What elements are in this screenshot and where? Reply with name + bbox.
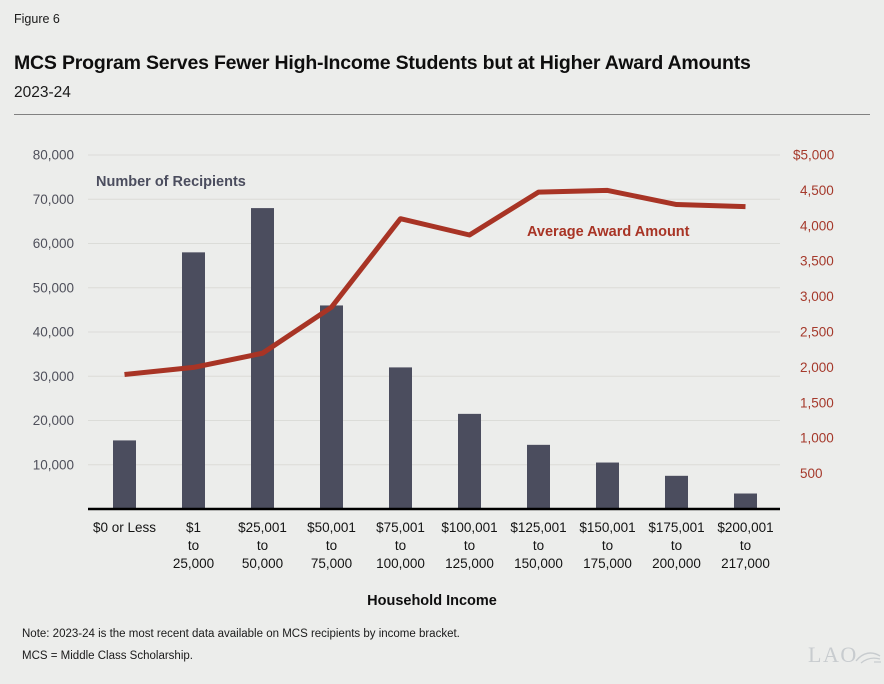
left-axis-tick: 10,000 (33, 457, 74, 472)
left-axis-tick: 40,000 (33, 325, 74, 340)
x-category-label: 75,000 (311, 556, 352, 571)
x-category-label: to (395, 538, 406, 553)
left-axis-tick: 70,000 (33, 192, 74, 207)
x-category-label: to (602, 538, 613, 553)
x-category-label: $150,001 (579, 520, 635, 535)
x-category-label: $25,001 (238, 520, 287, 535)
x-category-label: to (326, 538, 337, 553)
left-axis-tick: 60,000 (33, 236, 74, 251)
right-axis-tick: $5,000 (793, 148, 834, 163)
right-axis-tick: 3,000 (800, 289, 834, 304)
bar-7 (527, 444, 550, 509)
right-axis-tick: 2,000 (800, 360, 834, 375)
bar-4 (320, 305, 343, 509)
x-category-label: 50,000 (242, 556, 283, 571)
x-category-label: to (740, 538, 751, 553)
x-category-label: 100,000 (376, 556, 425, 571)
lao-logo-text: LAO (808, 642, 858, 667)
right-axis-tick: 1,500 (800, 395, 834, 410)
header-divider (14, 114, 870, 115)
x-category-label: 175,000 (583, 556, 632, 571)
x-category-label: to (188, 538, 199, 553)
x-category-label: 200,000 (652, 556, 701, 571)
right-axis-tick: 2,500 (800, 325, 834, 340)
lao-logo: LAO (808, 642, 882, 668)
x-category-label: to (257, 538, 268, 553)
x-category-label: $50,001 (307, 520, 356, 535)
lao-logo-flourish (855, 652, 881, 664)
right-axis-tick: 4,500 (800, 183, 834, 198)
bar-5 (389, 367, 412, 509)
x-category-label: 150,000 (514, 556, 563, 571)
x-category-label: $1 (186, 520, 201, 535)
x-category-label: $75,001 (376, 520, 425, 535)
right-axis-tick: 3,500 (800, 254, 834, 269)
x-axis-title: Household Income (367, 593, 497, 609)
bar-9 (665, 475, 688, 509)
x-category-label: to (671, 538, 682, 553)
award-line (124, 187, 746, 377)
note-line-1: Note: 2023-24 is the most recent data av… (22, 628, 460, 640)
left-axis-tick: 50,000 (33, 280, 74, 295)
x-category-label: $200,001 (717, 520, 773, 535)
bar-3 (251, 208, 274, 509)
x-category-label: 25,000 (173, 556, 214, 571)
x-category-label: $0 or Less (93, 520, 156, 535)
bar-1 (113, 440, 136, 509)
bar-8 (596, 462, 619, 509)
bar-6 (458, 413, 481, 509)
x-category-label: 125,000 (445, 556, 494, 571)
x-category-label: $175,001 (648, 520, 704, 535)
x-category-label: to (533, 538, 544, 553)
note-line-2: MCS = Middle Class Scholarship. (22, 650, 193, 662)
figure-label: Figure 6 (14, 12, 60, 26)
left-axis-tick: 20,000 (33, 413, 74, 428)
x-category-label: to (464, 538, 475, 553)
x-category-label: 217,000 (721, 556, 770, 571)
right-axis-tick: 1,000 (800, 431, 834, 446)
recipients-series-label: Number of Recipients (96, 174, 246, 190)
right-axis-tick: 4,000 (800, 218, 834, 233)
x-category-label: $125,001 (510, 520, 566, 535)
left-axis-tick: 80,000 (33, 148, 74, 163)
figure-title: MCS Program Serves Fewer High-Income Stu… (14, 52, 751, 74)
left-axis-tick: 30,000 (33, 369, 74, 384)
x-category-label: $100,001 (441, 520, 497, 535)
bar-2 (182, 252, 205, 509)
award-series-label: Average Award Amount (527, 224, 690, 240)
figure-subtitle: 2023-24 (14, 84, 71, 101)
bar-10 (734, 493, 757, 509)
right-axis-tick: 500 (800, 466, 823, 481)
